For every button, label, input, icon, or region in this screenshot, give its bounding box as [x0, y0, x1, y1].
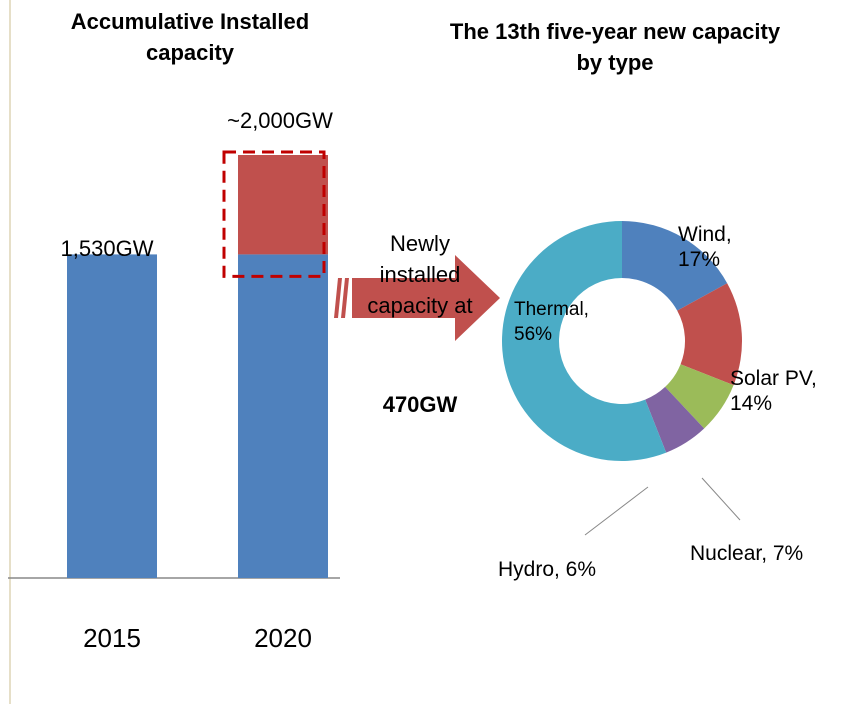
leader-line — [584, 486, 649, 536]
bar-segment — [238, 155, 328, 255]
arrow — [334, 255, 500, 341]
data-label: Wind, 17% — [678, 223, 732, 271]
data-label: 1,530GW — [61, 236, 154, 261]
bar-segment — [67, 254, 157, 578]
annotation: ~2,000GW — [227, 108, 333, 133]
chart-title: Accumulative Installed capacity — [70, 9, 310, 65]
x-tick-label: 2015 — [83, 623, 141, 653]
data-label: Solar PV, 14% — [730, 367, 817, 415]
annotation: Newly installed capacity at — [367, 231, 473, 318]
data-label: Hydro, 6% — [498, 558, 597, 581]
x-tick-label: 2020 — [254, 623, 312, 653]
donut-slice — [645, 386, 705, 453]
leader-line — [701, 477, 741, 521]
donut-slice — [502, 221, 667, 461]
data-label: Thermal, 56% — [514, 299, 589, 345]
data-label: Nuclear, 7% — [690, 542, 804, 565]
donut-slice — [665, 364, 734, 429]
data-label: 470GW — [382, 392, 458, 417]
donut-slice — [622, 221, 728, 311]
bar-segment — [238, 254, 328, 578]
donut-slice — [677, 283, 743, 386]
chart-title: The 13th five-year new capacity by type — [449, 19, 781, 75]
highlight-box — [222, 150, 326, 278]
